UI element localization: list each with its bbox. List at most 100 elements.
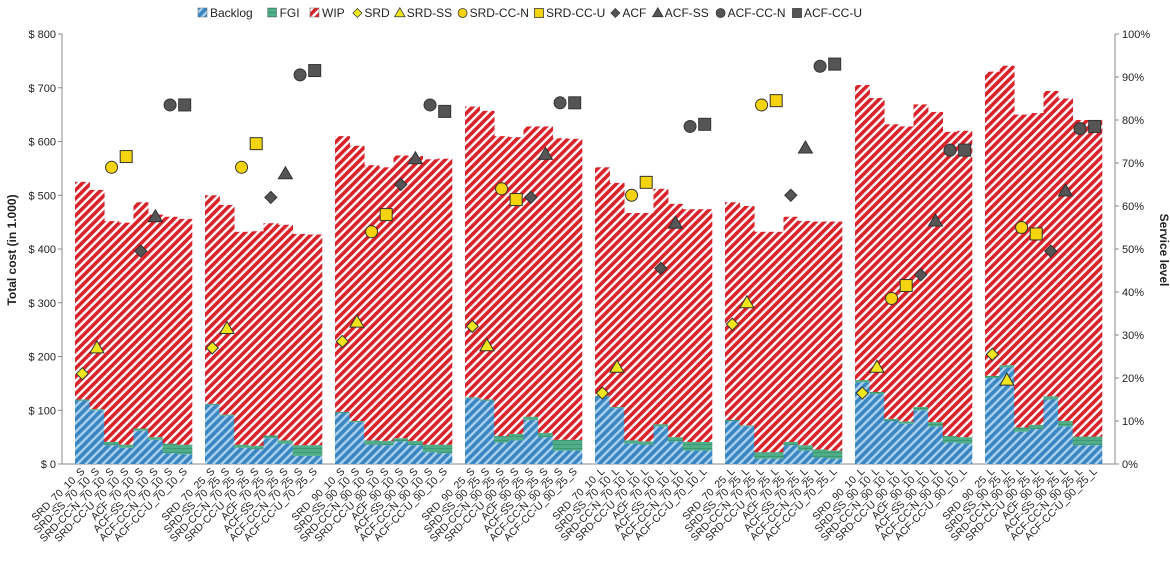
bar-segment-backlog [827,458,843,464]
bar-segment-backlog [422,452,438,464]
bar-segment-fgi [985,375,1000,378]
bar-segment-wip [884,124,900,419]
marker-acf-cc-n [683,119,697,133]
bar-segment-fgi [725,419,740,421]
marker-acf [524,190,538,205]
marker-srd-cc-n [365,225,379,239]
bar-segment-wip [798,221,814,446]
bar-segment-backlog [552,450,568,464]
bar-segment-fgi [783,441,799,446]
y2-tick-label: 70% [1122,158,1144,170]
bar-segment-backlog [104,445,120,464]
bar-segment-fgi [494,436,510,443]
bar-segment-fgi [1043,396,1059,400]
bar-segment-backlog [942,442,958,464]
y-tick-label: $ 400 [28,244,56,256]
bar-segment-backlog [479,400,495,464]
bar-segment-backlog [307,455,323,464]
bar-segment-backlog [855,382,870,464]
legend-label: FGI [280,6,300,20]
bar-segment-backlog [378,445,394,464]
bar-segment-fgi [609,407,625,409]
bar-segment-backlog [89,410,105,464]
bar-segment-wip [653,188,669,425]
bar-segment-fgi [349,421,365,423]
bar-segment-backlog [349,422,365,464]
bar-segment-fgi [205,403,220,405]
bar-segment-backlog [682,450,698,464]
bar-segment-wip [754,231,770,453]
legend-marker-acf-cc-n [715,8,726,18]
y2-tick-label: 60% [1122,201,1144,213]
bar-segment-fgi [913,407,929,411]
legend-marker-acf-cc-u [792,8,802,18]
bar-segment-fgi [827,450,843,459]
marker-acf [1044,244,1058,258]
bar-segment-wip [869,97,885,392]
marker-srd-cc-n [625,188,639,202]
bar-segment-fgi [364,440,380,445]
marker-srd-cc-u [119,150,133,164]
marker-srd-cc-u [379,208,393,222]
bar-segment-fgi [1087,436,1103,446]
bar-segment-wip [783,216,799,442]
bar-segment-wip [248,231,264,446]
bar-segment-wip [89,189,105,410]
bar-segment-fgi [538,432,554,438]
y2-axis-title: Service level [1157,214,1170,287]
bar-segment-fgi [768,452,784,459]
bar-segment-wip [335,136,350,412]
bar-segment-wip [118,222,134,445]
bar-segment-fgi [378,440,394,446]
marker-acf-cc-n [553,96,567,110]
bar-segment-wip [567,138,583,440]
bar-segment-wip [148,214,164,438]
bar-segment-fgi [1072,436,1088,446]
bar-segment-wip [479,110,495,400]
bar-segment-wip [624,212,640,441]
bar-segment-backlog [898,423,914,464]
bar-segment-fgi [1058,421,1074,427]
bar-segment-fgi [307,445,323,456]
bar-segment-backlog [869,394,885,464]
bar-segment-wip [263,223,279,436]
marker-srd [205,341,220,355]
legend-marker-srd-cc-n [457,8,468,18]
bar-segment-wip [913,104,929,408]
legend-label: ACF-CC-N [728,6,786,20]
bar-segment-backlog [538,437,554,464]
bar-segment-backlog [133,430,149,464]
y-axis-title: Total cost (in 1.000) [5,194,19,305]
bar-segment-backlog [609,408,625,464]
marker-srd-cc-n [495,182,509,196]
bar-segment-wip [234,231,250,445]
marker-acf-cc-u [828,57,842,71]
marker-acf-cc-n [1073,122,1087,136]
service-level-markers [75,57,1102,400]
marker-srd-cc-u [639,175,653,189]
y2-tick-label: 30% [1122,330,1144,342]
bar-segment-wip [609,182,625,408]
bar-segment-fgi [739,425,755,427]
bar-segment-wip [942,131,958,437]
bar-segment-wip [768,231,784,453]
marker-srd-cc-n [755,98,769,112]
marker-acf [914,268,928,282]
bar-segment-wip [1087,120,1103,437]
bar-segment-wip [378,167,394,441]
marker-srd-ss [739,294,755,309]
bar-segment-backlog [508,440,524,464]
bar-segment-fgi [957,437,973,444]
bar-segment-backlog [1043,399,1059,464]
marker-acf-ss [797,139,814,154]
bar-segment-fgi [668,437,684,442]
bar-segment-wip [1058,98,1074,421]
marker-srd [855,386,870,400]
y2-tick-label: 80% [1122,115,1144,127]
bar-segment-backlog [1014,431,1030,464]
bar-segment-wip [812,221,828,450]
bar-segment-wip [162,216,178,444]
bar-segment-fgi [523,416,539,420]
marker-srd-ss [609,359,625,373]
bar-segment-fgi [869,391,885,395]
